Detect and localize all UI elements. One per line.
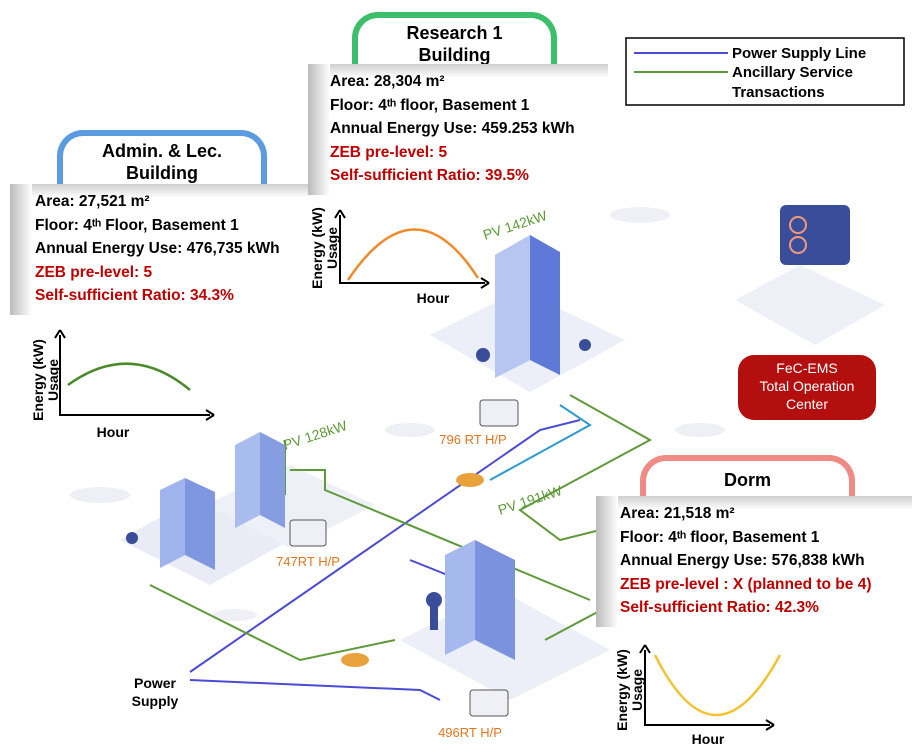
zeb-level: ZEB pre-level: 5 (35, 261, 310, 285)
page: Hour Energy (kW) Usage Hour Energy (kW) … (0, 0, 912, 747)
building-title: Dorm (640, 455, 855, 499)
heat-pump-label: 747RT H/P (276, 554, 340, 569)
area: Area: 28,304 m² (330, 70, 608, 94)
building-card: Area: 28,304 m² Floor: 4ᵗʰ floor, Baseme… (308, 64, 608, 195)
title-line: Research 1 (358, 22, 551, 44)
energy-use: Annual Energy Use: 576,838 kWh (620, 549, 912, 573)
energy-use: Annual Energy Use: 476,735 kWh (35, 237, 310, 261)
mini-chart-dorm (640, 645, 780, 730)
building-title: Admin. & Lec.Building (57, 130, 267, 188)
pv-label: PV 142kW (481, 207, 550, 243)
y-label: Usage (45, 359, 61, 401)
y-label: Energy (kW) (614, 649, 630, 731)
x-label: Hour (692, 731, 725, 747)
floor: Floor: 4ᵗʰ Floor, Basement 1 (35, 214, 310, 238)
pv-label: PV 191kW (496, 482, 565, 518)
center-line: Total Operation (760, 378, 855, 394)
self-sufficient-ratio: Self-sufficient Ratio: 39.5% (330, 164, 608, 188)
floor: Floor: 4ᵗʰ floor, Basement 1 (330, 94, 608, 118)
power-supply-label: Power Supply (132, 675, 179, 709)
energy-use: Annual Energy Use: 459.253 kWh (330, 117, 608, 141)
self-sufficient-ratio: Self-sufficient Ratio: 42.3% (620, 596, 912, 620)
area: Area: 27,521 m² (35, 190, 310, 214)
power-supply-line: Supply (132, 693, 179, 709)
mini-chart-research (335, 210, 489, 288)
center-line: Center (786, 396, 828, 412)
y-label: Energy (kW) (30, 339, 46, 421)
power-supply-line: Power (134, 675, 177, 691)
zeb-level: ZEB pre-level: 5 (330, 141, 608, 165)
y-label: Usage (324, 227, 340, 269)
title-line: Admin. & Lec. (63, 140, 261, 162)
center-line: FeC-EMS (776, 360, 837, 376)
title-line: Building (358, 44, 551, 66)
area: Area: 21,518 m² (620, 502, 912, 526)
title-line: Building (63, 162, 261, 184)
floor: Floor: 4ᵗʰ floor, Basement 1 (620, 526, 912, 550)
building-card: Area: 21,518 m² Floor: 4ᵗʰ floor, Baseme… (596, 496, 912, 627)
heat-pump-label: 796 RT H/P (439, 432, 506, 447)
zeb-level: ZEB pre-level : X (planned to be 4) (620, 573, 912, 597)
title-line: Dorm (646, 469, 849, 491)
y-label: Energy (kW) (309, 207, 325, 289)
x-label: Hour (97, 424, 130, 440)
heat-pump-label: 496RT H/P (438, 725, 502, 740)
x-label: Hour (417, 290, 450, 306)
building-card: Area: 27,521 m² Floor: 4ᵗʰ Floor, Baseme… (10, 184, 310, 315)
legend-label: Power Supply Line (732, 45, 866, 62)
mini-chart-admin (55, 330, 214, 420)
self-sufficient-ratio: Self-sufficient Ratio: 34.3% (35, 284, 310, 308)
y-label: Usage (629, 669, 645, 711)
pv-label: PV 128kW (281, 417, 350, 453)
